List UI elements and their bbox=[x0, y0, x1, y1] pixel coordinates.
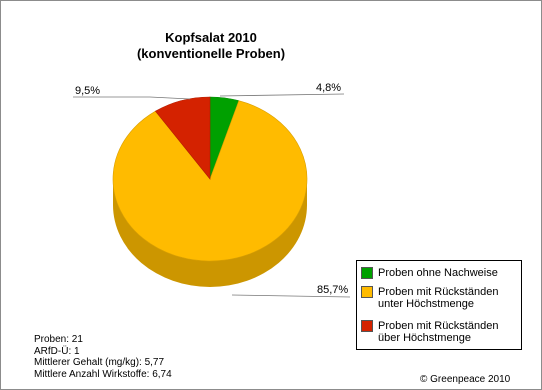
legend-label-1-line-0: Proben mit Rückständen bbox=[378, 286, 499, 298]
legend-swatch-1 bbox=[361, 286, 373, 298]
legend-item-2: Proben mit Rückständen über Höchstmenge bbox=[361, 320, 498, 344]
pie-labels: 4,8% 85,7% 9,5% bbox=[73, 82, 351, 298]
legend-swatch-2 bbox=[361, 320, 373, 332]
pie-slice-1 bbox=[112, 100, 308, 262]
leader-line-2 bbox=[73, 96, 191, 100]
slice-label-1: 85,7% bbox=[317, 284, 348, 296]
chart-subtitle: (konventionelle Proben) bbox=[136, 46, 286, 61]
chart-title-block: Kopfsalat 2010 (konventionelle Proben) bbox=[0, 30, 422, 62]
leader-line-1 bbox=[231, 294, 351, 298]
legend-item-1: Proben mit Rückständen unter Höchstmenge bbox=[361, 286, 498, 310]
slice-label-2: 9,5% bbox=[75, 85, 100, 97]
legend-label-1-line-1: unter Höchstmenge bbox=[378, 298, 474, 310]
legend-item-0: Proben ohne Nachweise bbox=[361, 267, 498, 279]
legend: Proben ohne Nachweise Proben mit Rückstä… bbox=[356, 260, 522, 350]
sample-stats: Proben: 21 ARfD-Ü: 1 Mittlerer Gehalt (m… bbox=[34, 334, 172, 380]
pie-top bbox=[112, 96, 308, 262]
pie-side-1 bbox=[113, 179, 307, 287]
copyright: © Greenpeace 2010 bbox=[420, 374, 511, 385]
legend-label-2-line-1: über Höchstmenge bbox=[378, 332, 471, 344]
legend-label-2-line-0: Proben mit Rückständen bbox=[378, 320, 499, 332]
leader-line-0 bbox=[219, 93, 345, 97]
stat-mean-content: Mittlerer Gehalt (mg/kg): 5,77 bbox=[34, 357, 165, 368]
pie-slice-2 bbox=[155, 96, 211, 180]
pie-depth bbox=[113, 179, 307, 287]
stat-mean-substances: Mittlere Anzahl Wirkstoffe: 6,74 bbox=[34, 368, 172, 380]
legend-label-0-line-0: Proben ohne Nachweise bbox=[378, 267, 498, 279]
chart-title: Kopfsalat 2010 bbox=[165, 30, 257, 45]
stat-samples: Proben: 21 bbox=[34, 334, 83, 345]
stat-arfd: ARfD-Ü: 1 bbox=[34, 345, 80, 357]
slice-label-0: 4,8% bbox=[316, 82, 341, 94]
legend-swatch-0 bbox=[361, 267, 373, 279]
